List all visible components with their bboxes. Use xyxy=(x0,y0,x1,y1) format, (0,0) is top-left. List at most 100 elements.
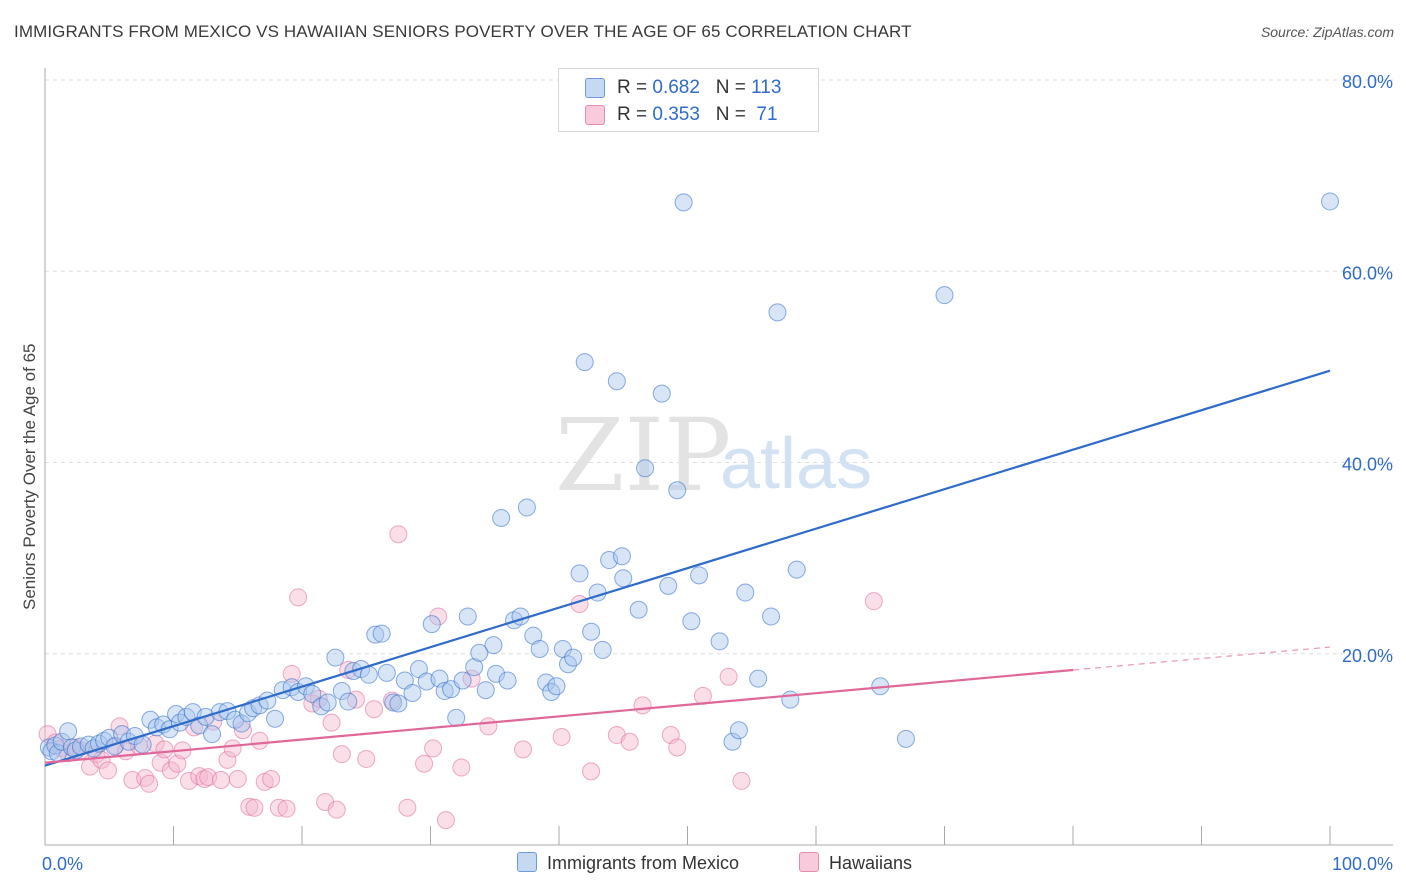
point-hawaiians xyxy=(161,761,180,780)
point-hawaiians xyxy=(633,696,652,715)
point-hawaiians xyxy=(429,607,448,626)
point-mexico xyxy=(668,481,687,500)
x-tick-label: 100.0% xyxy=(1332,854,1393,874)
point-mexico xyxy=(629,600,648,619)
point-hawaiians xyxy=(179,771,198,790)
point-hawaiians xyxy=(228,770,247,789)
point-hawaiians xyxy=(218,750,237,769)
watermark-atlas: atlas xyxy=(720,424,872,504)
point-hawaiians xyxy=(322,713,341,732)
point-mexico xyxy=(787,560,806,579)
point-hawaiians xyxy=(436,811,455,830)
point-hawaiians xyxy=(168,754,187,773)
point-hawaiians xyxy=(332,745,351,764)
watermark: ZIP atlas xyxy=(555,397,872,514)
series-hawaiians-points xyxy=(38,525,883,830)
point-mexico xyxy=(575,353,594,372)
legend-item-mexico: Immigrants from Mexico xyxy=(517,852,739,874)
point-mexico xyxy=(690,566,709,585)
y-axis-label: Seniors Poverty Over the Age of 65 xyxy=(20,343,39,610)
legend-swatch-mexico xyxy=(517,852,537,872)
point-hawaiians xyxy=(732,771,751,790)
point-mexico xyxy=(470,643,489,662)
chart-title: IMMIGRANTS FROM MEXICO VS HAWAIIAN SENIO… xyxy=(14,22,912,41)
point-mexico xyxy=(570,564,589,583)
axes xyxy=(44,68,1393,846)
legend-r-value-hawaiians: 0.353 xyxy=(652,104,700,125)
point-hawaiians xyxy=(245,798,264,817)
point-mexico xyxy=(377,663,396,682)
point-mexico xyxy=(517,498,536,517)
watermark-zip: ZIP xyxy=(555,397,731,514)
point-hawaiians xyxy=(462,669,481,688)
legend-swatch-hawaiians xyxy=(585,105,605,125)
point-hawaiians xyxy=(262,770,281,789)
point-mexico xyxy=(749,669,768,688)
point-hawaiians xyxy=(582,762,601,781)
legend-n-value-mexico: 113 xyxy=(751,77,782,98)
point-hawaiians xyxy=(277,799,296,818)
point-mexico xyxy=(476,681,495,700)
legend-n-label: N = xyxy=(715,77,752,98)
legend-stats: R = 0.682 N = 113 R = 0.353 N = 71 xyxy=(558,68,819,132)
legend-r-label: R = xyxy=(617,104,653,125)
legend-n-value-hawaiians: 71 xyxy=(751,104,778,125)
point-hawaiians xyxy=(424,739,443,758)
point-mexico xyxy=(366,625,385,644)
point-mexico xyxy=(232,714,251,733)
point-hawaiians xyxy=(389,525,408,544)
y-tick-label: 40.0% xyxy=(1342,455,1393,475)
point-mexico xyxy=(674,193,693,212)
point-mexico xyxy=(384,693,403,712)
point-mexico xyxy=(339,692,358,711)
point-hawaiians xyxy=(190,767,209,786)
legend-label-mexico: Immigrants from Mexico xyxy=(547,853,740,873)
point-hawaiians xyxy=(552,727,571,746)
tick-labels: 20.0% 40.0% 60.0% 80.0% 0.0% 100.0% xyxy=(42,72,1393,874)
point-mexico xyxy=(389,694,408,713)
point-mexico xyxy=(582,622,601,641)
point-mexico xyxy=(318,693,337,712)
point-hawaiians xyxy=(357,749,376,768)
point-hawaiians xyxy=(240,797,259,816)
point-hawaiians xyxy=(479,717,498,736)
point-mexico xyxy=(896,729,915,748)
point-hawaiians xyxy=(140,774,159,793)
point-mexico xyxy=(593,640,612,659)
point-mexico xyxy=(1321,192,1339,211)
point-mexico xyxy=(762,607,781,626)
point-hawaiians xyxy=(289,588,308,607)
point-hawaiians xyxy=(212,770,231,789)
point-mexico xyxy=(736,583,755,602)
point-mexico xyxy=(682,612,701,631)
point-hawaiians xyxy=(250,731,269,750)
point-mexico xyxy=(537,673,556,692)
point-hawaiians xyxy=(364,700,383,719)
point-mexico xyxy=(465,658,484,677)
point-mexico xyxy=(133,735,152,754)
point-mexico xyxy=(614,569,633,588)
y-tick-label: 80.0% xyxy=(1342,72,1393,92)
point-hawaiians xyxy=(398,798,417,817)
point-mexico xyxy=(607,372,626,391)
point-hawaiians xyxy=(269,798,288,817)
point-hawaiians xyxy=(98,761,117,780)
point-mexico xyxy=(372,624,391,643)
point-mexico xyxy=(935,286,954,305)
point-mexico xyxy=(729,721,748,740)
point-mexico xyxy=(636,459,655,478)
gridlines xyxy=(45,79,1393,655)
point-mexico xyxy=(547,677,566,696)
point-mexico xyxy=(612,547,631,566)
point-hawaiians xyxy=(452,758,471,777)
point-mexico xyxy=(492,508,511,527)
point-hawaiians xyxy=(155,740,174,759)
legend-item-hawaiians: Hawaiians xyxy=(799,852,912,874)
legend-r-value-mexico: 0.682 xyxy=(652,77,700,98)
point-mexico xyxy=(487,664,506,683)
point-mexico xyxy=(326,648,345,667)
point-hawaiians xyxy=(346,690,365,709)
point-mexico xyxy=(403,683,422,702)
point-mexico xyxy=(332,682,351,701)
